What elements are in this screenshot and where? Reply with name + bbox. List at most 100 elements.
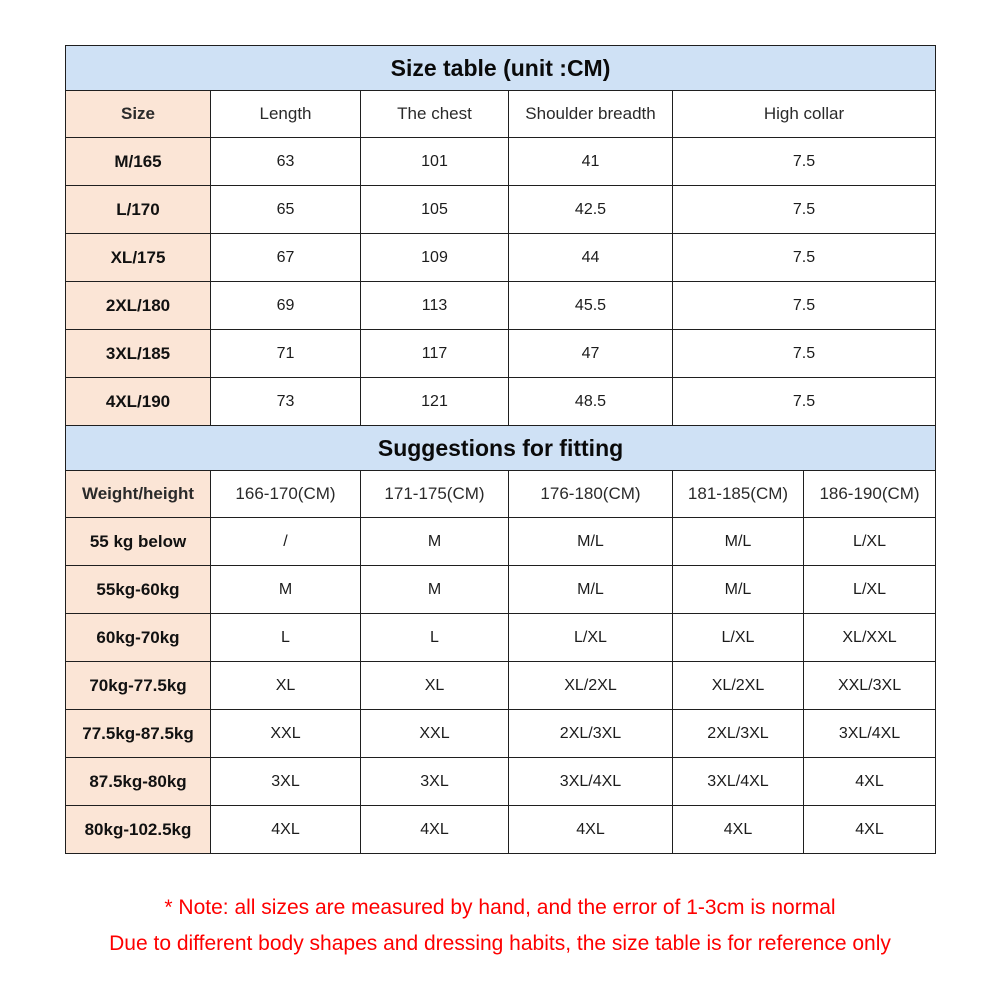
- row-header-cell: 70kg-77.5kg: [65, 661, 211, 710]
- table-cell: /: [210, 517, 361, 566]
- row-header-cell: 87.5kg-80kg: [65, 757, 211, 806]
- table-cell: L: [360, 613, 509, 662]
- table-cell: 4XL: [210, 805, 361, 854]
- table-cell: 7.5: [672, 233, 936, 282]
- table-cell: XXL: [360, 709, 509, 758]
- table-cell: M/L: [508, 565, 673, 614]
- table-row: 87.5kg-80kg 3XL 3XL 3XL/4XL 3XL/4XL 4XL: [65, 757, 937, 806]
- table-cell: M/L: [508, 517, 673, 566]
- table-cell: 3XL/4XL: [802, 709, 937, 758]
- table-cell: L/XL: [802, 517, 937, 566]
- row-header-cell: 60kg-70kg: [65, 613, 211, 662]
- table-cell: 113: [360, 281, 509, 330]
- column-header-weight-height: Weight/height: [65, 470, 211, 518]
- fitting-table-header-row: Weight/height 166-170(CM) 171-175(CM) 17…: [65, 470, 937, 518]
- table-cell: 42.5: [508, 185, 673, 234]
- column-header-shoulder: Shoulder breadth: [508, 90, 673, 138]
- table-cell: 2XL/3XL: [508, 709, 673, 758]
- table-cell: 45.5: [508, 281, 673, 330]
- table-cell: 73: [210, 377, 361, 426]
- table-cell: 101: [360, 137, 509, 186]
- table-cell: 41: [508, 137, 673, 186]
- fitting-table-title: Suggestions for fitting: [64, 425, 937, 471]
- table-cell: 44: [508, 233, 673, 282]
- size-table: Size table (unit :CM) Size Length The ch…: [65, 45, 936, 426]
- table-cell: 7.5: [672, 281, 936, 330]
- table-cell: 65: [210, 185, 361, 234]
- row-header-cell: 55kg-60kg: [65, 565, 211, 614]
- table-cell: XXL: [210, 709, 361, 758]
- table-cell: 3XL/4XL: [672, 757, 804, 806]
- table-cell: 7.5: [672, 137, 936, 186]
- row-header-cell: 4XL/190: [65, 377, 211, 426]
- row-header-cell: 3XL/185: [65, 329, 211, 378]
- table-cell: 4XL: [802, 805, 937, 854]
- column-header-length: Length: [210, 90, 361, 138]
- table-cell: XXL/3XL: [802, 661, 937, 710]
- table-cell: XL/XXL: [802, 613, 937, 662]
- size-table-title: Size table (unit :CM): [65, 45, 936, 91]
- table-row: L/170 65 105 42.5 7.5: [65, 185, 936, 234]
- row-header-cell: 77.5kg-87.5kg: [65, 709, 211, 758]
- table-cell: 48.5: [508, 377, 673, 426]
- note-line-2: Due to different body shapes and dressin…: [109, 932, 891, 955]
- table-cell: 7.5: [672, 185, 936, 234]
- table-cell: 71: [210, 329, 361, 378]
- table-row: 3XL/185 71 117 47 7.5: [65, 329, 936, 378]
- table-cell: 109: [360, 233, 509, 282]
- table-cell: 3XL: [210, 757, 361, 806]
- row-header-cell: 80kg-102.5kg: [65, 805, 211, 854]
- fitting-table: Suggestions for fitting Weight/height 16…: [64, 425, 937, 854]
- row-header-cell: 55 kg below: [65, 517, 211, 566]
- table-cell: M/L: [672, 565, 804, 614]
- fitting-table-title-row: Suggestions for fitting: [64, 425, 937, 471]
- row-header-cell: M/165: [65, 137, 211, 186]
- column-header-166-170: 166-170(CM): [210, 470, 361, 518]
- table-cell: M: [360, 517, 509, 566]
- size-table-title-row: Size table (unit :CM): [65, 45, 936, 91]
- table-cell: 3XL/4XL: [508, 757, 673, 806]
- table-row: 70kg-77.5kg XL XL XL/2XL XL/2XL XXL/3XL: [65, 661, 937, 710]
- column-header-181-185: 181-185(CM): [672, 470, 804, 518]
- table-cell: XL/2XL: [508, 661, 673, 710]
- table-cell: 47: [508, 329, 673, 378]
- table-cell: 67: [210, 233, 361, 282]
- table-cell: 4XL: [360, 805, 509, 854]
- table-row: 60kg-70kg L L L/XL L/XL XL/XXL: [65, 613, 937, 662]
- note-line-1: * Note: all sizes are measured by hand, …: [164, 896, 836, 919]
- table-cell: XL: [210, 661, 361, 710]
- table-cell: XL/2XL: [672, 661, 804, 710]
- table-cell: 3XL: [360, 757, 509, 806]
- table-cell: 4XL: [802, 757, 937, 806]
- table-cell: XL: [360, 661, 509, 710]
- table-cell: 7.5: [672, 329, 936, 378]
- row-header-cell: XL/175: [65, 233, 211, 282]
- column-header-171-175: 171-175(CM): [360, 470, 509, 518]
- table-row: 4XL/190 73 121 48.5 7.5: [65, 377, 936, 426]
- row-header-cell: L/170: [65, 185, 211, 234]
- column-header-176-180: 176-180(CM): [508, 470, 673, 518]
- note-text: * Note: all sizes are measured by hand, …: [0, 890, 1000, 962]
- table-row: 55kg-60kg M M M/L M/L L/XL: [65, 565, 937, 614]
- table-row: 55 kg below / M M/L M/L L/XL: [65, 517, 937, 566]
- column-header-186-190: 186-190(CM): [802, 470, 937, 518]
- table-row: 2XL/180 69 113 45.5 7.5: [65, 281, 936, 330]
- table-cell: 121: [360, 377, 509, 426]
- table-cell: M: [360, 565, 509, 614]
- tables-container: Size table (unit :CM) Size Length The ch…: [64, 45, 937, 854]
- table-cell: L/XL: [672, 613, 804, 662]
- table-cell: 7.5: [672, 377, 936, 426]
- column-header-size: Size: [65, 90, 211, 138]
- size-table-header-row: Size Length The chest Shoulder breadth H…: [65, 90, 936, 138]
- column-header-collar: High collar: [672, 90, 936, 138]
- table-cell: 2XL/3XL: [672, 709, 804, 758]
- table-cell: 69: [210, 281, 361, 330]
- table-row: 80kg-102.5kg 4XL 4XL 4XL 4XL 4XL: [65, 805, 937, 854]
- table-cell: 105: [360, 185, 509, 234]
- table-cell: 63: [210, 137, 361, 186]
- table-cell: 117: [360, 329, 509, 378]
- table-cell: 4XL: [508, 805, 673, 854]
- table-row: M/165 63 101 41 7.5: [65, 137, 936, 186]
- table-cell: M: [210, 565, 361, 614]
